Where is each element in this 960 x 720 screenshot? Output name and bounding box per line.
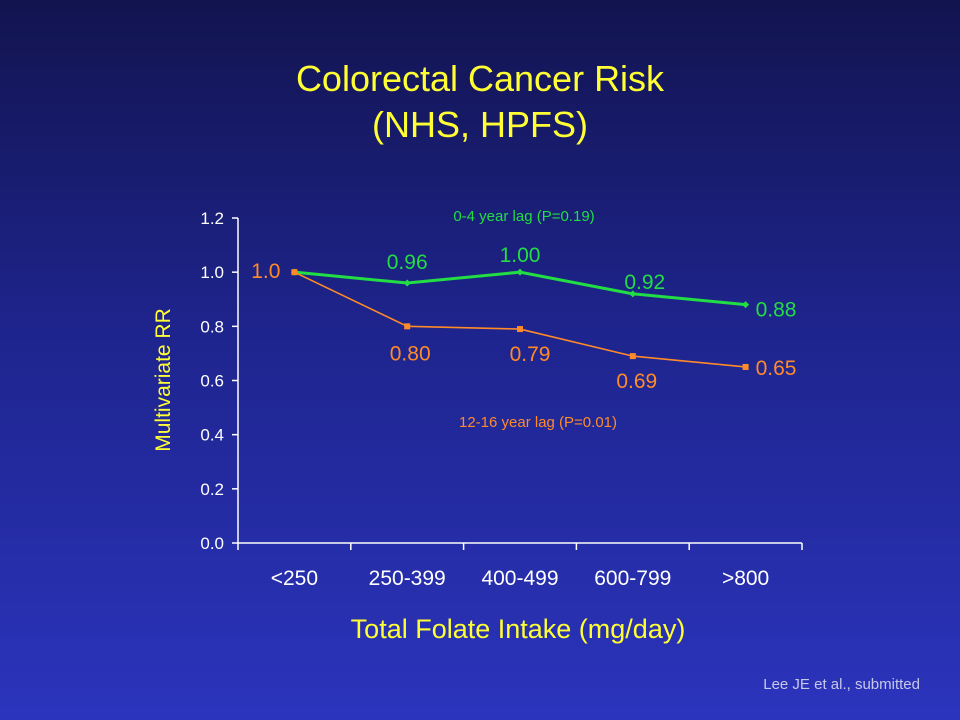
data-point <box>404 323 411 330</box>
data-label: 0.92 <box>624 271 665 294</box>
data-point <box>403 279 411 287</box>
data-point <box>742 301 750 309</box>
data-label: 0.65 <box>756 357 797 380</box>
y-tick-label: 0.6 <box>200 372 224 391</box>
y-axis-label: Multivariate RR <box>152 308 175 452</box>
series-12-16-year-lag: 1.0 0.80 0.79 0.69 0.65 12-16 year lag (P=0.0… <box>251 260 796 431</box>
y-tick-label: 0.0 <box>200 534 224 553</box>
series-line <box>294 270 746 307</box>
y-tick-label: 0.2 <box>200 480 224 499</box>
y-tick-label: 0.8 <box>200 317 224 336</box>
data-point <box>291 269 298 276</box>
x-tick-label: 400-499 <box>481 567 558 590</box>
data-point <box>629 290 637 298</box>
data-label: 0.88 <box>756 299 797 322</box>
slide-title: Colorectal Cancer Risk <box>295 58 665 99</box>
citation: Lee JE et al., submitted <box>763 676 920 693</box>
x-tick-label: 250-399 <box>369 567 446 590</box>
data-label: 0.80 <box>390 342 431 365</box>
data-label: 1.00 <box>500 244 541 267</box>
x-axis-label: Total Folate Intake (mg/day) <box>350 614 686 644</box>
x-tick-label: <250 <box>271 567 318 590</box>
data-point <box>517 326 523 333</box>
series-0-4-year-lag: 0.96 1.00 0.92 0.88 0-4 year lag (P=0.19) <box>290 208 797 322</box>
data-label: 0.69 <box>616 370 657 393</box>
data-point <box>516 268 524 276</box>
y-tick-label: 1.0 <box>200 263 224 282</box>
y-tick-label: 0.4 <box>200 426 224 445</box>
data-point <box>742 363 749 370</box>
series-name-label: 0-4 year lag (P=0.19) <box>453 208 594 225</box>
y-tick-label: 1.2 <box>200 209 224 228</box>
data-label: 0.96 <box>387 251 428 274</box>
x-tick-label: >800 <box>722 567 769 590</box>
data-label: 1.0 <box>251 260 280 283</box>
slide-subtitle: (NHS, HPFS) <box>372 104 588 145</box>
data-label: 0.79 <box>510 343 551 366</box>
data-point <box>629 353 636 360</box>
x-tick-label: 600-799 <box>594 567 671 590</box>
series-name-label: 12-16 year lag (P=0.01) <box>459 414 617 431</box>
